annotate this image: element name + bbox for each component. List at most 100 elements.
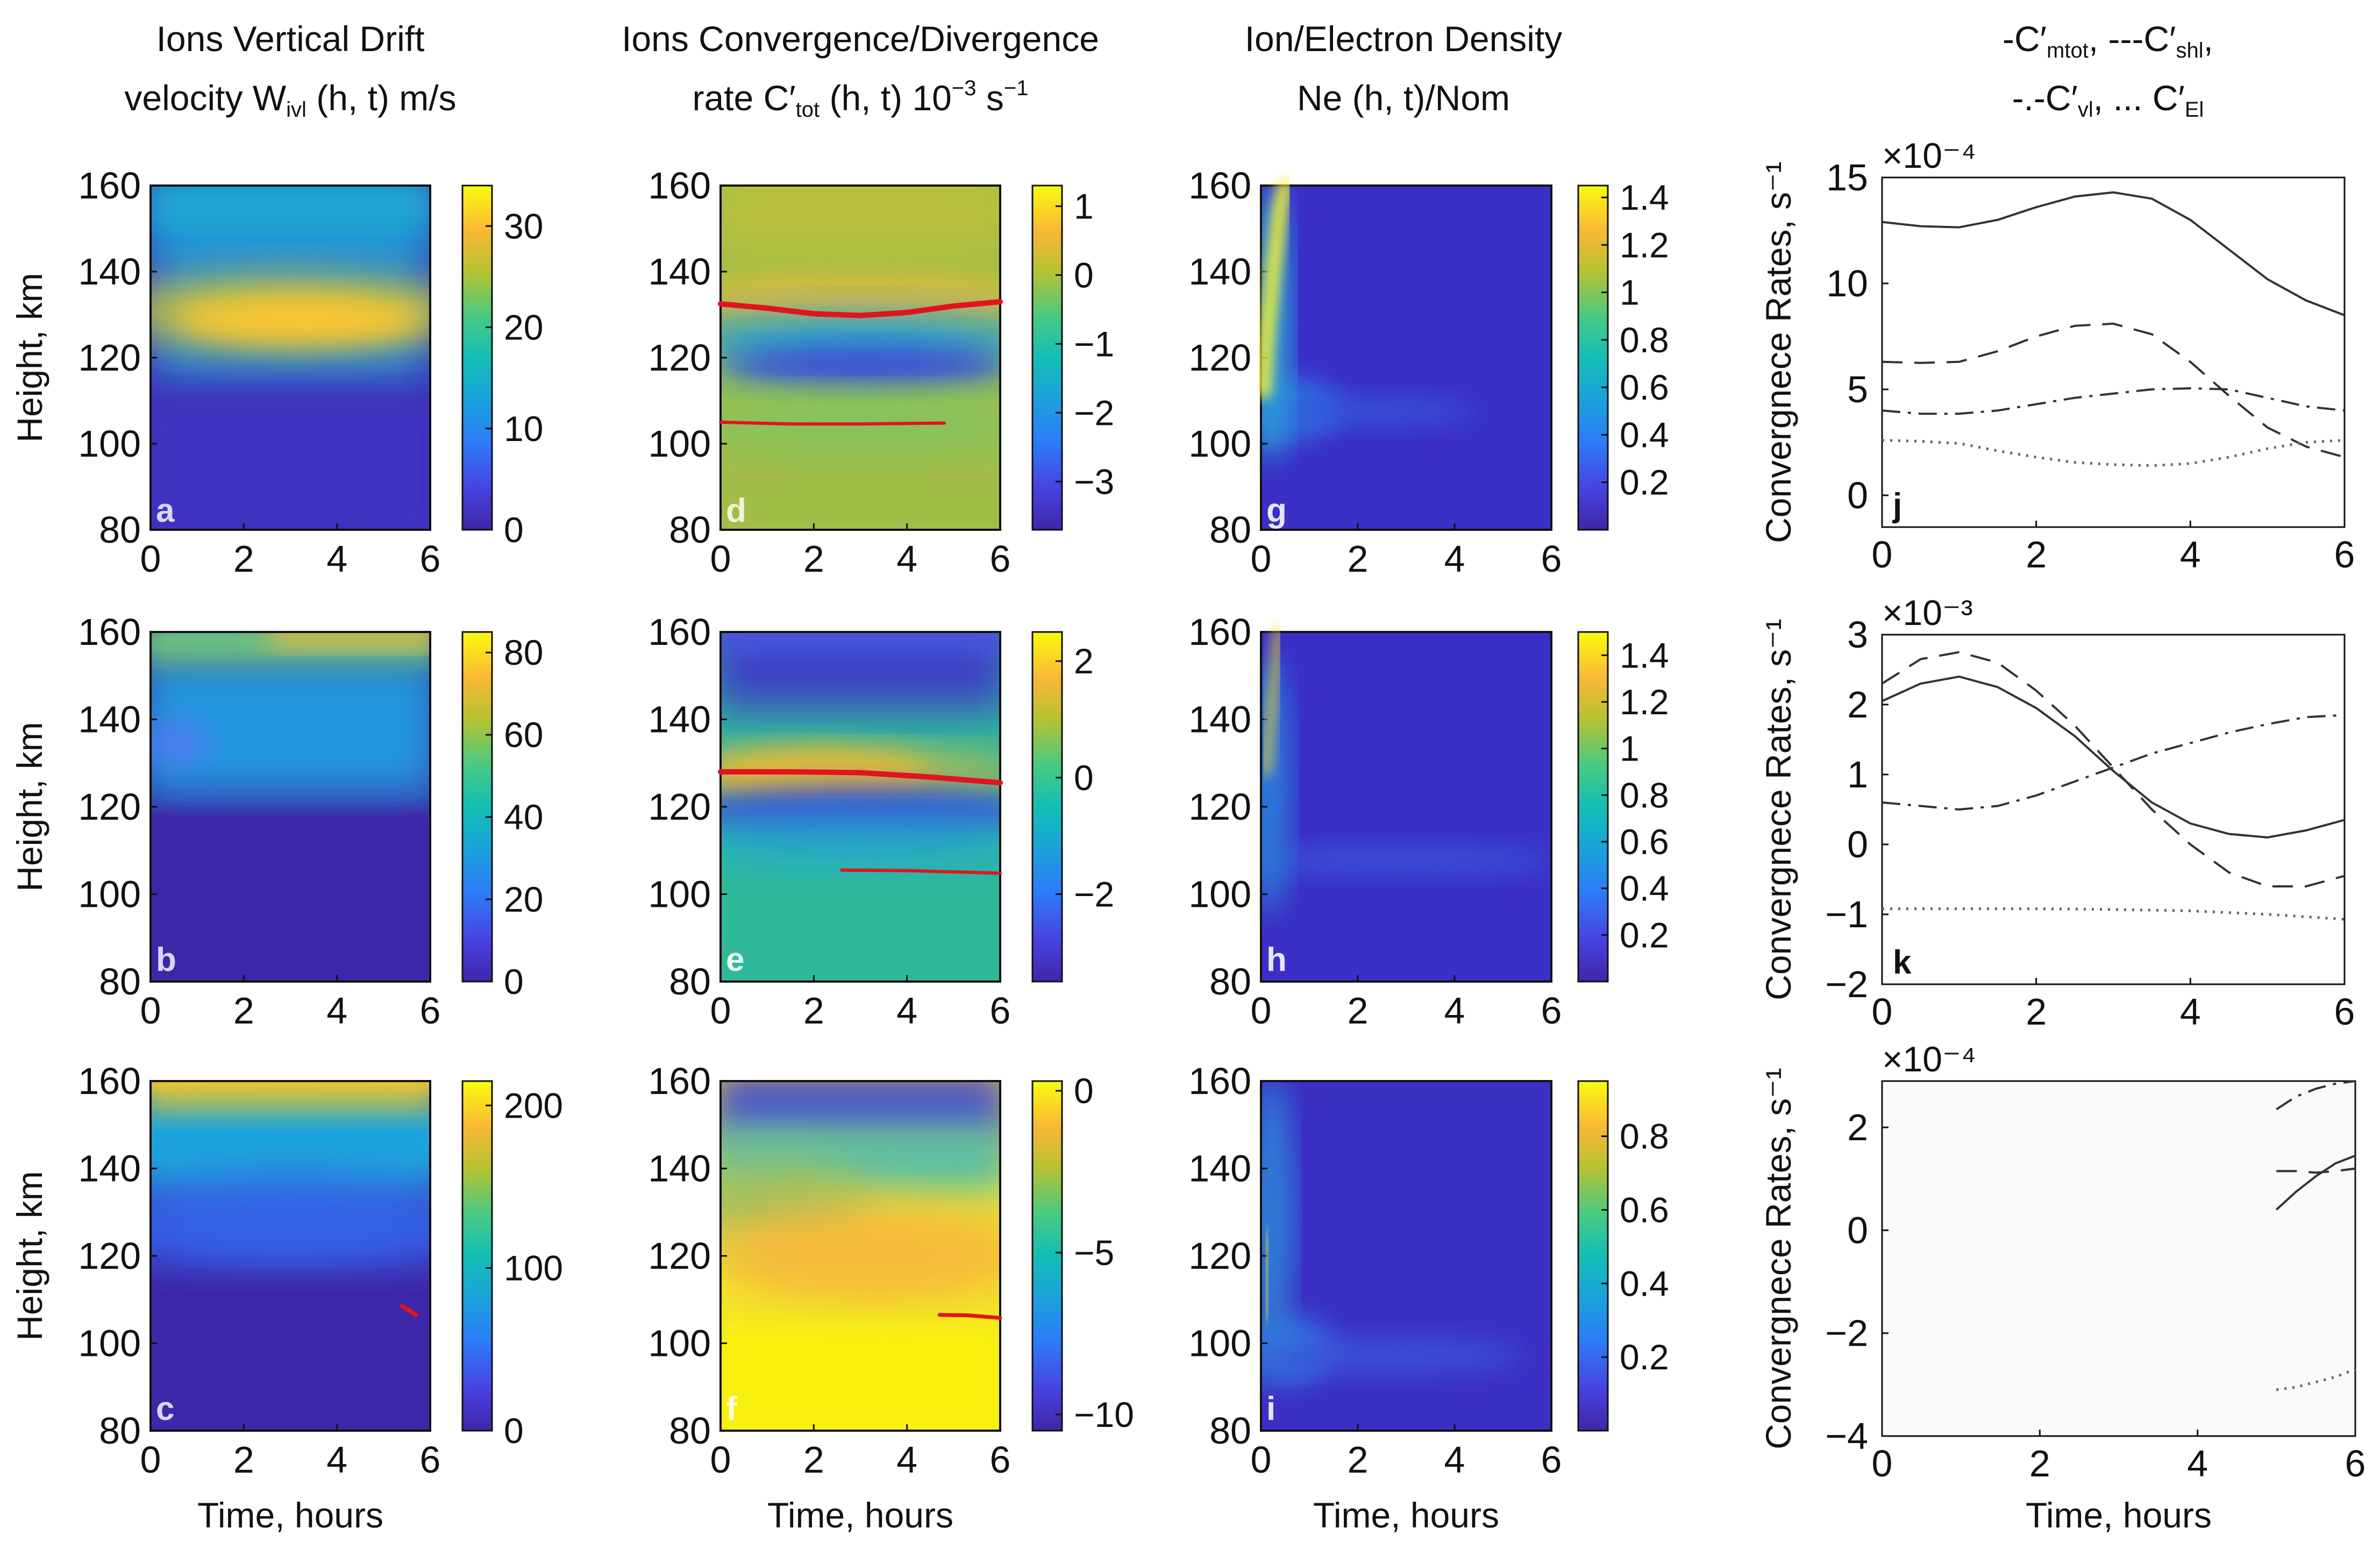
colorbar-tick-label-g: 1.4	[1620, 177, 1669, 217]
column-title-1: Ions Vertical Drift velocity Wivl (h, t)…	[124, 19, 456, 122]
colorbar-e: −2 0 2	[1031, 631, 1114, 983]
y-tick-label-b: 80	[99, 961, 141, 1003]
panel-label-a: a	[156, 492, 175, 529]
x-tick-label-e: 6	[990, 990, 1011, 1032]
heatmap-panel-g: 0 2 4 6 80 100 120 140 160 0.2 0.4 0.6 0.8 1 1.2 1.4	[1188, 165, 1669, 580]
x-tick-label-d: 6	[990, 538, 1011, 580]
y-tick-label-l: 0	[1847, 1209, 1868, 1251]
colorbar-f: −10 −5 0	[1031, 1071, 1134, 1434]
y-tick-label-e: 140	[648, 699, 711, 741]
x-tick-label-j: 4	[2180, 534, 2201, 575]
column-title-4-legend: -C′mtot, ---C′shl, -.-C′vl, ... C′El	[2003, 19, 2213, 122]
colorbar-gradient-d	[1031, 184, 1063, 531]
colorbar-tick-label-g: 1	[1620, 273, 1640, 312]
y-tick-label-f: 140	[648, 1148, 711, 1190]
colorbar-gradient-g	[1577, 184, 1609, 531]
y-tick-label-h: 100	[1188, 873, 1251, 915]
x-tick-label-a: 4	[326, 538, 347, 580]
x-tick-label-f: 2	[803, 1439, 824, 1481]
colorbar-tick-label-g: 1.2	[1620, 225, 1669, 265]
col3-title-line1: Ion/Electron Density	[1245, 19, 1563, 59]
colorbar-b: 0 20 40 60 80	[461, 631, 543, 1001]
y-tick-label-g: 100	[1188, 423, 1251, 465]
col1-title-line1: Ions Vertical Drift	[156, 19, 425, 59]
y-tick-label-g: 140	[1188, 251, 1251, 293]
x-tick-label-i: 4	[1444, 1439, 1465, 1481]
x-tick-label-h: 2	[1348, 990, 1369, 1032]
density-ridge-core-g	[1260, 183, 1288, 395]
y-tick-label-i: 140	[1188, 1148, 1251, 1190]
colorbar-gradient-e	[1031, 631, 1063, 983]
zero-contour-f	[937, 1313, 1002, 1320]
scale-label-k: ×10⁻³	[1882, 593, 1973, 633]
zero-contour-upper-d	[718, 299, 1003, 318]
plot-frame-k	[1881, 634, 2346, 985]
x-axis-title-c: Time, hours	[197, 1495, 383, 1535]
y-tick-label-k: 3	[1847, 614, 1868, 656]
y-tick-label-g: 120	[1188, 337, 1251, 379]
series-line-l-dashdot	[2276, 1080, 2356, 1111]
y-tick-label-k: 0	[1847, 823, 1868, 865]
colorbar-tick-label-h: 0.8	[1620, 775, 1669, 815]
colorbar-tick-label-b: 0	[504, 962, 524, 1001]
y-tick-label-d: 80	[669, 509, 711, 551]
colorbar-tick-label-i: 0.8	[1620, 1117, 1669, 1156]
y-tick-label-b: 140	[78, 699, 141, 741]
y-tick-label-d: 160	[648, 165, 711, 207]
y-tick-label-e: 100	[648, 873, 711, 915]
series-line-k-dotted	[1882, 907, 2345, 921]
colorbar-tick-label-b: 80	[504, 633, 543, 672]
colorbar-tick-label-i: 0.4	[1620, 1263, 1669, 1303]
panel-label-j: j	[1892, 487, 1902, 524]
colorbar-c: 0 100 200	[461, 1080, 563, 1451]
density-ridge-i	[1262, 1230, 1272, 1321]
y-tick-label-l: −4	[1825, 1415, 1868, 1457]
x-tick-label-a: 2	[233, 538, 254, 580]
x-tick-label-h: 4	[1444, 990, 1465, 1032]
y-tick-label-k: 1	[1847, 754, 1868, 795]
panel-label-d: d	[726, 492, 746, 529]
zero-contour-c	[400, 1304, 418, 1317]
x-tick-label-b: 6	[420, 990, 441, 1032]
panel-label-g: g	[1266, 492, 1287, 529]
colorbar-a: 0 10 20 30	[461, 184, 543, 550]
x-tick-label-i: 6	[1541, 1439, 1562, 1481]
colorbar-d: −3 −2 −1 0 1	[1031, 184, 1114, 531]
heatmap-d-image	[721, 186, 1000, 530]
y-tick-label-k: −1	[1825, 893, 1868, 935]
colorbar-gradient-c	[461, 1080, 493, 1432]
x-tick-label-l: 2	[2029, 1443, 2050, 1484]
y-tick-label-h: 120	[1188, 786, 1251, 828]
x-tick-label-k: 0	[1872, 991, 1893, 1033]
plot-bg-l	[1882, 1081, 2355, 1436]
y-tick-label-j: 15	[1826, 157, 1868, 198]
x-tick-label-l: 6	[2345, 1443, 2366, 1484]
y-axis-title-l: Convergnece Rates, s⁻¹	[1758, 1068, 1798, 1449]
panel-label-b: b	[156, 941, 176, 978]
x-tick-label-e: 2	[803, 990, 824, 1032]
x-axis-title-i: Time, hours	[1313, 1495, 1499, 1535]
y-tick-label-f: 80	[669, 1410, 711, 1452]
y-tick-label-k: 2	[1847, 684, 1868, 726]
x-tick-label-i: 0	[1251, 1439, 1272, 1481]
colorbar-tick-label-e: 2	[1074, 641, 1094, 681]
colorbar-tick-label-h: 1	[1620, 729, 1640, 769]
line-chart-k: 0 2 4 6 −2 −1 0 1 2 3 ×10⁻³ Convergnece Rates, s⁻¹	[1758, 593, 2355, 1033]
heatmap-a-image	[151, 186, 430, 530]
y-tick-label-i: 100	[1188, 1323, 1251, 1365]
x-tick-label-g: 4	[1444, 538, 1465, 580]
x-tick-label-k: 6	[2334, 991, 2355, 1033]
colorbar-tick-label-f: −10	[1074, 1395, 1134, 1434]
y-tick-label-e: 80	[669, 961, 711, 1003]
legend-line2: -.-C′vl, ... C′El	[2012, 78, 2204, 122]
y-axis-title-k: Convergnece Rates, s⁻¹	[1758, 619, 1798, 1000]
line-chart-l: 0 2 4 6 −4 −2 0 2 ×10⁻⁴ Convergnece Rates, s⁻¹ Tim…	[1758, 1039, 2365, 1535]
colorbar-tick-label-b: 40	[504, 797, 543, 837]
x-axis-title-l: Time, hours	[2026, 1495, 2212, 1535]
series-line-k-dashdot	[1882, 714, 2345, 811]
col2-title-line2: rate C′tot (h, t) 10−3 s−1	[693, 76, 1029, 122]
panel-label-h: h	[1266, 941, 1287, 978]
y-tick-label-i: 160	[1188, 1060, 1251, 1102]
plot-frame-j	[1881, 176, 2346, 528]
colorbar-gradient-b	[461, 631, 493, 983]
